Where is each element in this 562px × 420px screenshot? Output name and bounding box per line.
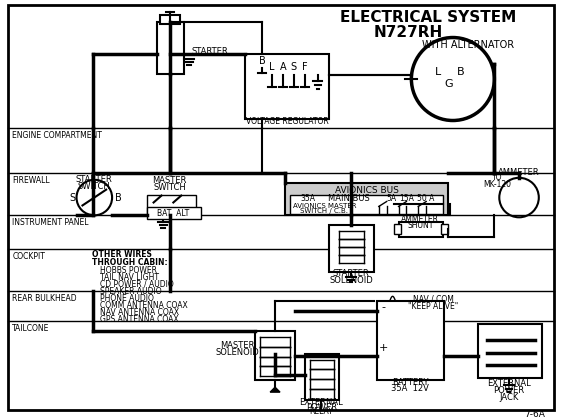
Text: AMMETER: AMMETER: [498, 168, 540, 177]
Text: BAT  ALT: BAT ALT: [157, 209, 189, 218]
Text: SPEAKER AUDIO: SPEAKER AUDIO: [100, 287, 162, 296]
Text: FIREWALL: FIREWALL: [12, 176, 50, 185]
Text: SWITCH: SWITCH: [153, 183, 186, 192]
Bar: [329, 225, 374, 272]
Text: SOLENOID: SOLENOID: [216, 348, 260, 357]
Text: B: B: [457, 67, 465, 77]
Text: REAR BULKHEAD: REAR BULKHEAD: [12, 294, 77, 303]
Text: -: -: [382, 302, 386, 312]
Text: COMM ANTENNA COAX: COMM ANTENNA COAX: [100, 301, 188, 310]
Text: SWITCH / C.B.: SWITCH / C.B.: [301, 208, 348, 214]
Text: B: B: [115, 192, 121, 202]
Text: SOLENOID: SOLENOID: [329, 276, 373, 285]
Text: VOLTAGE REGULATOR: VOLTAGE REGULATOR: [246, 117, 328, 126]
Text: S: S: [291, 62, 297, 72]
Text: AVIONICS BUS: AVIONICS BUS: [335, 186, 399, 195]
Text: 50 A: 50 A: [416, 194, 434, 203]
Text: POWER: POWER: [493, 386, 525, 395]
Text: NAV / COM: NAV / COM: [413, 295, 454, 304]
Text: G: G: [445, 79, 453, 89]
Bar: [161, 15, 180, 24]
Text: MK-120: MK-120: [483, 180, 511, 189]
Text: 35A: 35A: [300, 194, 315, 203]
Text: SHUNT: SHUNT: [407, 220, 433, 230]
Bar: [147, 194, 196, 216]
Text: INSTRUMENT PANEL: INSTRUMENT PANEL: [12, 218, 89, 227]
Text: F: F: [302, 62, 307, 72]
Text: ENGINE COMPARTMENT: ENGINE COMPARTMENT: [12, 131, 102, 140]
Bar: [305, 354, 339, 400]
Text: STARTER: STARTER: [333, 269, 369, 278]
Circle shape: [171, 200, 175, 205]
Text: EXTERNAL: EXTERNAL: [300, 397, 343, 407]
Bar: [255, 331, 295, 380]
Bar: [290, 194, 443, 214]
Text: 5A: 5A: [387, 194, 397, 203]
Text: MAIN BUS: MAIN BUS: [328, 194, 370, 203]
Bar: [478, 324, 542, 378]
Bar: [147, 207, 201, 219]
Bar: [398, 222, 443, 237]
Text: NAV ANTENNA COAX: NAV ANTENNA COAX: [100, 307, 179, 317]
Text: PHONE AUDIO: PHONE AUDIO: [100, 294, 154, 303]
Text: B: B: [259, 56, 266, 66]
Text: HOBBS POWER: HOBBS POWER: [100, 266, 157, 275]
Text: SWITCH: SWITCH: [78, 182, 111, 191]
Text: STARTER: STARTER: [76, 175, 113, 184]
Text: L: L: [269, 62, 275, 72]
Text: STARTER: STARTER: [191, 47, 228, 56]
Polygon shape: [270, 387, 280, 392]
Text: "KEEP ALIVE": "KEEP ALIVE": [408, 302, 458, 311]
Bar: [441, 224, 448, 234]
Circle shape: [152, 200, 156, 205]
Text: EXTERNAL: EXTERNAL: [487, 379, 531, 388]
Text: AMMETER: AMMETER: [401, 215, 439, 224]
Bar: [157, 22, 184, 74]
Text: TO: TO: [492, 173, 502, 182]
Bar: [393, 224, 401, 234]
Text: 15A: 15A: [399, 194, 414, 203]
Text: COCKPIT: COCKPIT: [12, 252, 45, 261]
Text: L: L: [435, 67, 441, 77]
Text: ELECTRICAL SYSTEM: ELECTRICAL SYSTEM: [340, 10, 516, 25]
Text: TAILCONE: TAILCONE: [12, 324, 49, 333]
Text: JACK: JACK: [500, 393, 519, 402]
Text: BATTERY: BATTERY: [392, 378, 429, 387]
Text: WITH ALTERNATOR: WITH ALTERNATOR: [422, 40, 514, 50]
Text: TAIL NAV LIGHT: TAIL NAV LIGHT: [100, 273, 159, 282]
Text: CD POWER / AUDIO: CD POWER / AUDIO: [100, 280, 174, 289]
Bar: [246, 54, 329, 118]
Text: THROUGH CABIN:: THROUGH CABIN:: [92, 258, 168, 267]
Text: 7-6A: 7-6A: [524, 410, 545, 419]
Text: +: +: [379, 343, 388, 353]
Text: GPS ANTENNA COAX: GPS ANTENNA COAX: [100, 315, 179, 323]
Bar: [285, 183, 448, 215]
Text: 35A  12V: 35A 12V: [392, 384, 429, 393]
Bar: [377, 301, 444, 380]
Text: OTHER WIRES: OTHER WIRES: [92, 250, 152, 259]
Text: RELAY: RELAY: [310, 407, 333, 416]
Text: MASTER: MASTER: [152, 176, 187, 185]
Text: A: A: [280, 62, 286, 72]
Text: AVIONICS MASTER: AVIONICS MASTER: [293, 203, 356, 210]
Text: N727RH: N727RH: [374, 25, 443, 40]
Text: S: S: [70, 192, 76, 202]
Text: POWER: POWER: [306, 404, 337, 412]
Text: MASTER: MASTER: [220, 341, 255, 350]
